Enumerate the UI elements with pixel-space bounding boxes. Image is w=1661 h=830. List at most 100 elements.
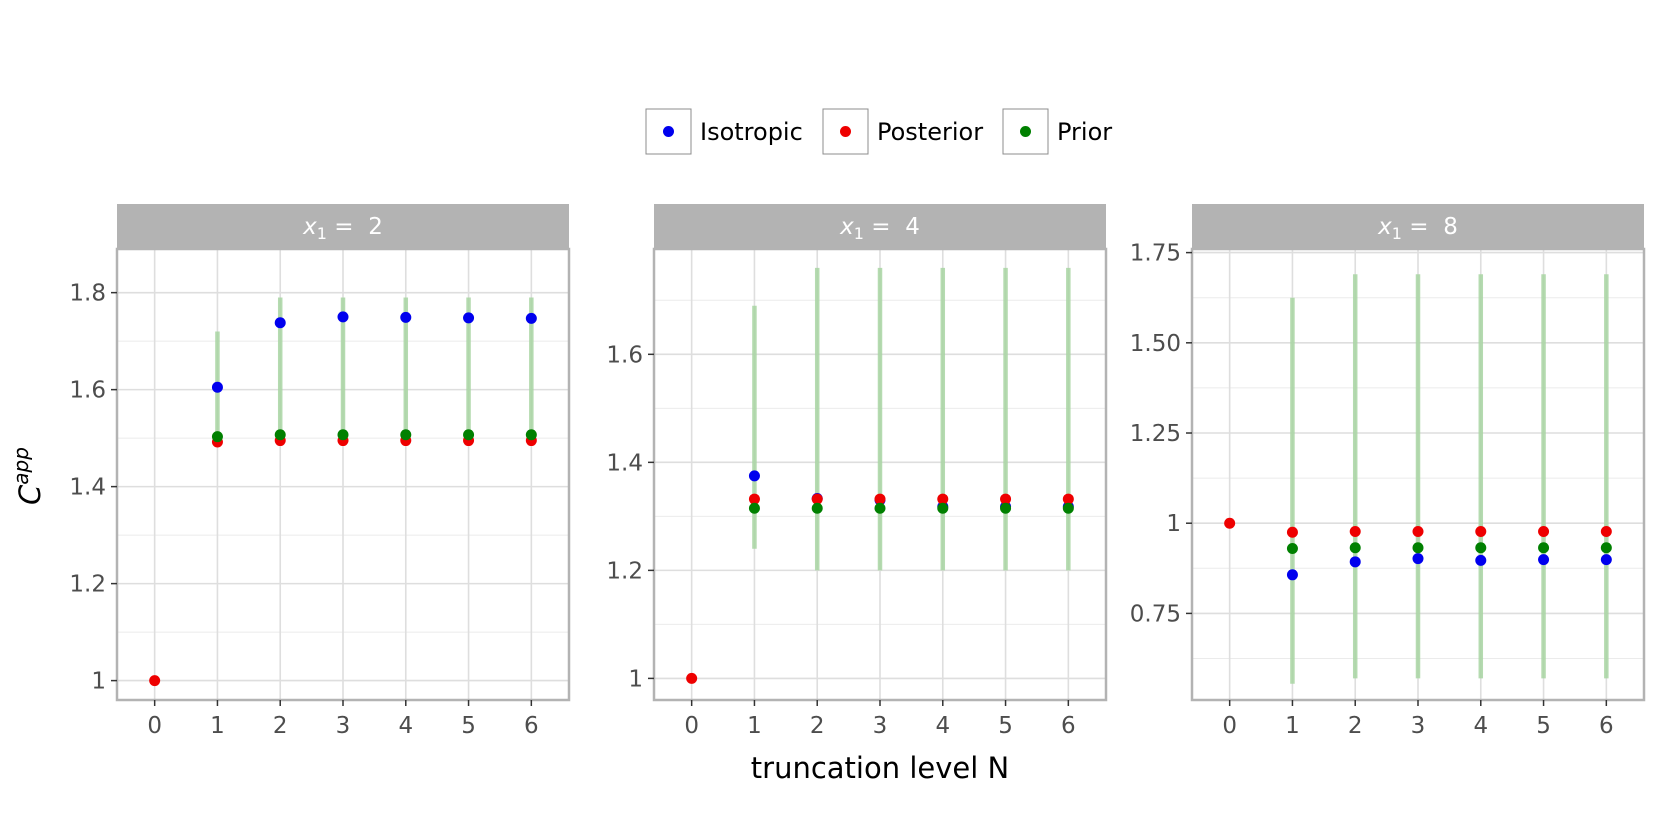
strip-label-subscript: 1 xyxy=(317,224,327,243)
data-point-prior xyxy=(1062,502,1074,514)
legend: Isotropic Posterior Prior xyxy=(645,108,1112,155)
data-point-prior xyxy=(1349,542,1361,554)
data-point-isotropic xyxy=(1538,554,1550,566)
x-tick-label: 2 xyxy=(810,713,825,739)
y-axis-title-base: C xyxy=(13,484,47,505)
data-point-posterior xyxy=(1000,493,1012,505)
data-point-prior xyxy=(211,431,223,443)
data-point-prior xyxy=(811,502,823,514)
legend-label-prior: Prior xyxy=(1057,118,1112,146)
x-tick-label: 1 xyxy=(747,713,762,739)
data-point-isotropic xyxy=(274,317,286,329)
y-tick-label: 1.75 xyxy=(1130,241,1181,267)
y-tick-label: 1.50 xyxy=(1130,331,1181,357)
data-point-isotropic xyxy=(525,312,537,324)
x-tick-label: 6 xyxy=(524,713,539,739)
y-tick-label: 1 xyxy=(1166,511,1181,537)
x-tick-label: 5 xyxy=(1536,713,1551,739)
x-tick-label: 3 xyxy=(1411,713,1426,739)
y-tick-label: 1.2 xyxy=(606,558,643,584)
x-tick-label: 5 xyxy=(998,713,1013,739)
strip-label-value: = 8 xyxy=(1402,214,1458,240)
facet-strip xyxy=(654,204,1106,249)
y-tick-label: 1.6 xyxy=(69,378,106,404)
data-point-posterior xyxy=(874,493,886,505)
data-point-prior xyxy=(937,502,949,514)
x-tick-label: 6 xyxy=(1061,713,1076,739)
y-tick-label: 1 xyxy=(91,669,106,695)
data-point-posterior xyxy=(686,672,698,684)
data-point-isotropic xyxy=(1600,554,1612,566)
facet-strip-label: x1 = 8 xyxy=(1377,214,1458,243)
y-axis-title: Capp xyxy=(9,447,47,505)
facet-panel-2: x1 = 411.21.41.60 1 2 3 4 5 6 xyxy=(606,204,1108,739)
strip-label-value: = 4 xyxy=(864,214,920,240)
strip-label-variable: x xyxy=(302,214,317,240)
x-axis-title: truncation level N xyxy=(751,751,1009,785)
data-point-prior xyxy=(463,429,475,441)
x-tick-label: 0 xyxy=(147,713,162,739)
data-point-prior xyxy=(525,429,537,441)
x-tick-label: 3 xyxy=(873,713,888,739)
x-tick-label: 4 xyxy=(398,713,413,739)
facet-strip xyxy=(1192,204,1644,249)
data-point-posterior xyxy=(1349,526,1361,538)
x-tick-label: 5 xyxy=(461,713,476,739)
data-point-prior xyxy=(1600,542,1612,554)
x-tick-label: 0 xyxy=(684,713,699,739)
facet-strip-label: x1 = 4 xyxy=(839,214,920,243)
data-point-posterior xyxy=(1062,493,1074,505)
data-point-isotropic xyxy=(1349,556,1361,568)
data-point-posterior xyxy=(748,493,760,505)
data-point-posterior xyxy=(811,493,823,505)
strip-label-variable: x xyxy=(839,214,854,240)
legend-marker-prior xyxy=(1020,126,1031,137)
y-tick-label: 1.25 xyxy=(1130,421,1181,447)
data-point-isotropic xyxy=(1475,554,1487,566)
y-tick-label: 1.8 xyxy=(69,281,106,307)
facet-strip-label: x1 = 2 xyxy=(302,214,383,243)
legend-label-posterior: Posterior xyxy=(877,118,983,146)
x-tick-label: 2 xyxy=(1348,713,1363,739)
data-point-prior xyxy=(1000,502,1012,514)
x-tick-label: 0 xyxy=(1222,713,1237,739)
data-point-posterior xyxy=(1412,526,1424,538)
legend-label-isotropic: Isotropic xyxy=(700,118,803,146)
data-point-isotropic xyxy=(463,312,475,324)
data-point-posterior xyxy=(1538,526,1550,538)
strip-label-subscript: 1 xyxy=(854,224,864,243)
x-tick-label: 1 xyxy=(1285,713,1300,739)
data-point-prior xyxy=(1475,542,1487,554)
data-point-prior xyxy=(274,429,286,441)
y-tick-label: 1.6 xyxy=(606,342,643,368)
x-tick-label: 4 xyxy=(1473,713,1488,739)
y-tick-label: 1.4 xyxy=(69,475,106,501)
strip-label-variable: x xyxy=(1377,214,1392,240)
y-tick-label: 0.75 xyxy=(1130,601,1181,627)
data-point-prior xyxy=(748,502,760,514)
data-point-prior xyxy=(1538,542,1550,554)
data-point-posterior xyxy=(1600,526,1612,538)
strip-label-subscript: 1 xyxy=(1392,224,1402,243)
legend-marker-isotropic xyxy=(663,126,674,137)
data-point-posterior xyxy=(149,675,161,687)
x-tick-label: 6 xyxy=(1599,713,1614,739)
data-point-posterior xyxy=(1286,526,1298,538)
data-point-posterior xyxy=(1475,526,1487,538)
data-point-isotropic xyxy=(337,311,349,323)
facet-strip xyxy=(117,204,569,249)
x-tick-label: 2 xyxy=(273,713,288,739)
facet-panel-1: x1 = 211.21.41.61.80 1 2 3 4 5 6 xyxy=(69,204,571,739)
data-point-isotropic xyxy=(748,470,760,482)
data-point-isotropic xyxy=(211,381,223,393)
data-point-prior xyxy=(874,502,886,514)
x-tick-label: 1 xyxy=(210,713,225,739)
data-point-prior xyxy=(337,429,349,441)
x-tick-label: 4 xyxy=(935,713,950,739)
y-tick-label: 1.4 xyxy=(606,450,643,476)
y-tick-label: 1 xyxy=(628,666,643,692)
legend-marker-posterior xyxy=(840,126,851,137)
data-point-posterior xyxy=(937,493,949,505)
